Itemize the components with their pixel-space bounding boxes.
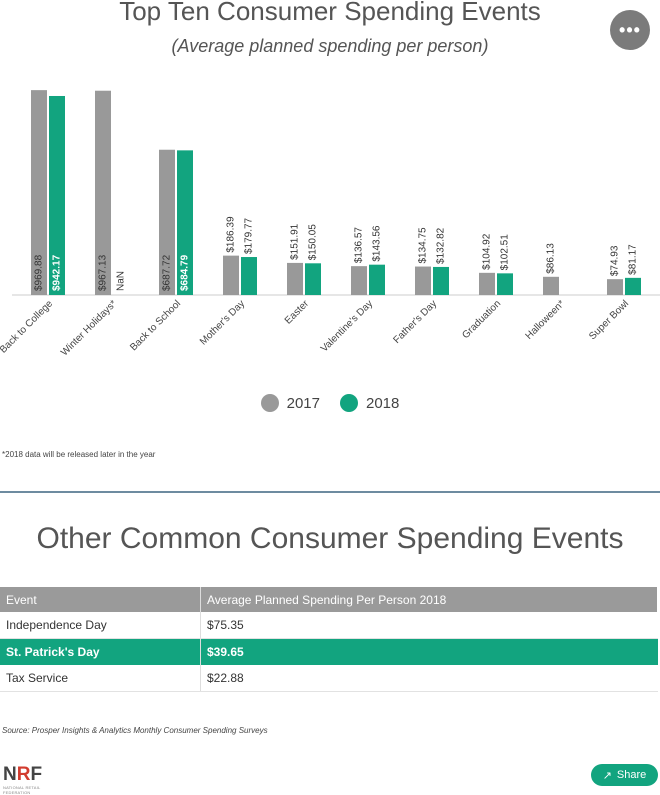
data-label: $104.92: [482, 233, 493, 270]
data-label: NaN: [116, 271, 127, 291]
chart-title: Top Ten Consumer Spending Events: [119, 0, 541, 26]
bar-2017[interactable]: [159, 149, 175, 295]
chart-menu-button[interactable]: •••: [610, 10, 650, 50]
bar-2018[interactable]: [625, 277, 641, 295]
chart-legend: 2017 2018: [0, 394, 660, 412]
category-label: Super Bowl: [587, 298, 631, 342]
table-row: Tax Service $22.88: [0, 665, 658, 692]
data-label: $134.75: [418, 227, 429, 264]
bar-2017[interactable]: [543, 276, 559, 295]
table-row-highlighted: St. Patrick's Day $39.65: [0, 638, 658, 665]
share-label: Share: [616, 769, 647, 781]
share-button[interactable]: ↗ Share: [591, 764, 658, 786]
data-label: $150.05: [308, 224, 319, 261]
legend-label-2018: 2018: [366, 394, 400, 412]
legend-swatch-2017: [260, 394, 279, 412]
bar-2017[interactable]: [223, 255, 239, 295]
bar-chart: $969.88 $942.17 Back to College $967.13 NaN W…: [0, 90, 660, 358]
data-label: $186.39: [226, 216, 237, 253]
legend-label-2017: 2017: [286, 394, 320, 412]
logo-wordmark: NRF: [3, 764, 43, 785]
bar-2017[interactable]: [287, 262, 303, 295]
section-title: Other Common Consumer Spending Events: [36, 522, 624, 555]
chart-footnote: *2018 data will be released later in the…: [2, 450, 156, 459]
category-label: Back to School: [128, 298, 183, 353]
other-events-table: Event Average Planned Spending Per Perso…: [0, 587, 658, 692]
bar-2018[interactable]: [369, 264, 385, 295]
data-label: $143.56: [372, 225, 383, 262]
source-note: Source: Prosper Insights & Analytics Mon…: [2, 726, 268, 735]
bar-2017[interactable]: [415, 266, 431, 295]
data-label: $967.13: [98, 254, 109, 291]
data-label: $86.13: [546, 243, 557, 274]
legend-swatch-2018: [340, 394, 358, 412]
category-label: Mother's Day: [198, 298, 247, 347]
data-label: $74.93: [610, 245, 621, 276]
category-label: Father's Day: [391, 298, 439, 346]
bar-2017[interactable]: [95, 90, 111, 295]
nrf-logo[interactable]: NRF NATIONAL RETAIL FEDERATION: [3, 764, 63, 795]
data-label: $687.72: [162, 254, 173, 291]
data-label: $81.17: [628, 244, 639, 275]
bar-2018[interactable]: [177, 150, 193, 295]
table-header-event: Event: [0, 587, 201, 612]
bar-2018[interactable]: [433, 266, 449, 295]
table-cell-value: $22.88: [200, 665, 658, 692]
category-label: Halloween*: [524, 298, 568, 342]
bar-2017[interactable]: [607, 279, 623, 295]
table-row: Independence Day $75.35: [0, 612, 658, 639]
data-label: $942.17: [52, 254, 63, 291]
bar-2018[interactable]: [497, 273, 513, 295]
data-label: $102.51: [500, 234, 511, 271]
table-cell-event: Independence Day: [0, 612, 201, 639]
table-cell-event: Tax Service: [0, 665, 201, 692]
category-label: Winter Holidays*: [59, 298, 119, 358]
bar-2017[interactable]: [31, 90, 47, 295]
table-header-row: Event Average Planned Spending Per Perso…: [0, 587, 658, 612]
category-label: Graduation: [460, 298, 503, 341]
category-label: Back to College: [0, 298, 55, 356]
table-cell-event: St. Patrick's Day: [0, 638, 201, 665]
share-icon: ↗: [602, 769, 612, 782]
bar-2017[interactable]: [351, 266, 367, 295]
chart-subtitle: (Average planned spending per person): [171, 36, 489, 56]
logo-tagline: NATIONAL RETAIL FEDERATION: [3, 785, 41, 795]
bar-2018[interactable]: [49, 95, 65, 295]
table-cell-value: $75.35: [200, 612, 658, 639]
legend-item-2018[interactable]: 2018: [340, 394, 399, 412]
data-label: $684.79: [180, 254, 191, 291]
data-label: $969.88: [34, 254, 45, 291]
category-label: Valentine's Day: [319, 298, 375, 354]
bar-2017[interactable]: [479, 272, 495, 295]
legend-item-2017[interactable]: 2017: [260, 394, 320, 412]
bar-2018[interactable]: [305, 263, 321, 295]
category-label: Easter: [283, 298, 312, 327]
data-label: $151.91: [290, 223, 301, 260]
table-cell-value: $39.65: [200, 638, 658, 665]
data-label: $136.57: [354, 227, 365, 264]
bar-2018[interactable]: [241, 257, 257, 295]
data-label: $132.82: [436, 227, 447, 264]
table-header-spending: Average Planned Spending Per Person 2018: [200, 587, 658, 612]
more-options-icon: •••: [619, 19, 641, 40]
data-label: $179.77: [244, 217, 255, 254]
section-divider: [0, 491, 660, 493]
